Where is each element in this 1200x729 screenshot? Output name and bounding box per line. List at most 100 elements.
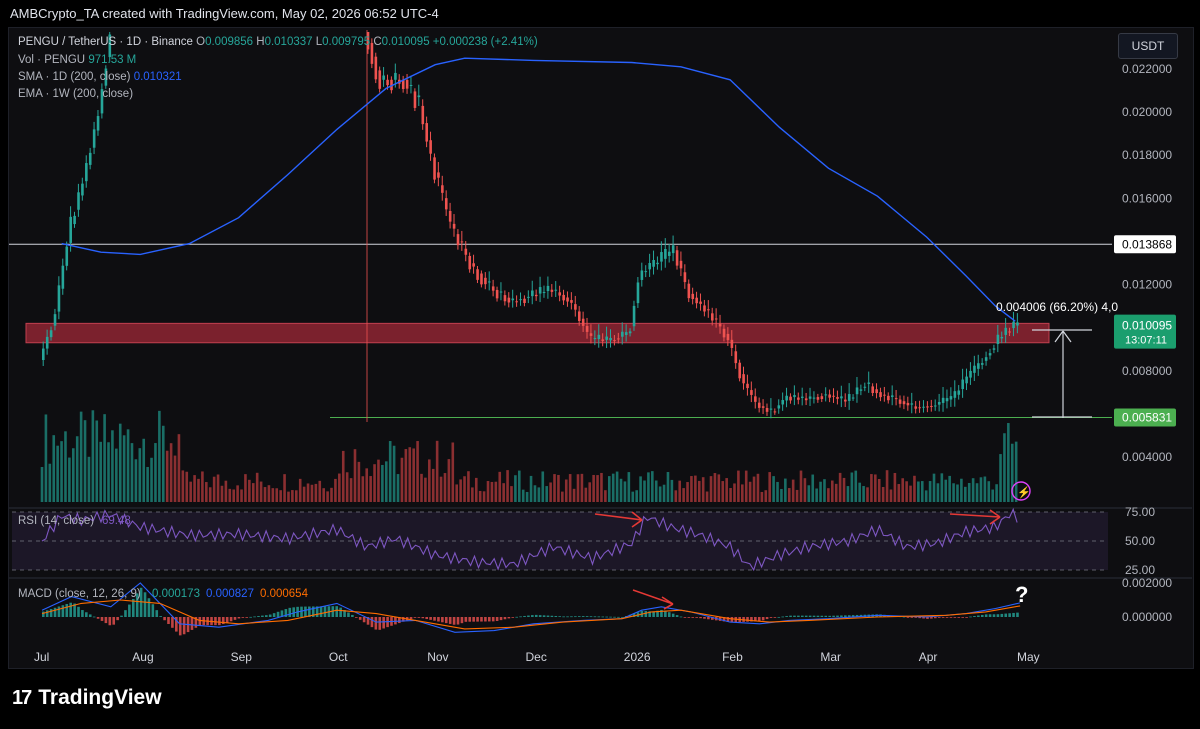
candle-body[interactable] [875, 389, 878, 394]
candle-body[interactable] [691, 293, 695, 300]
candle-body[interactable] [566, 297, 569, 302]
candle-body[interactable] [581, 318, 585, 326]
candle-body[interactable] [61, 265, 65, 289]
candle-body[interactable] [452, 223, 456, 229]
candle-body[interactable] [515, 301, 518, 303]
candle-body[interactable] [859, 389, 863, 391]
candle-body[interactable] [538, 287, 542, 294]
candle-body[interactable] [73, 215, 76, 225]
candle-body[interactable] [57, 285, 61, 312]
candle-body[interactable] [851, 397, 855, 399]
candle-body[interactable] [789, 396, 792, 401]
candle-body[interactable] [687, 283, 691, 299]
candle-body[interactable] [902, 401, 906, 405]
candle-body[interactable] [824, 394, 828, 396]
candle-body[interactable] [405, 79, 409, 89]
candle-body[interactable] [523, 298, 526, 303]
candle-body[interactable] [781, 400, 785, 405]
candle-body[interactable] [699, 301, 702, 304]
candle-body[interactable] [761, 406, 765, 408]
candle-body[interactable] [679, 260, 683, 269]
candle-body[interactable] [984, 357, 988, 361]
candle-body[interactable] [703, 305, 706, 312]
candle-body[interactable] [527, 296, 530, 298]
candle-body[interactable] [366, 32, 370, 50]
candle-body[interactable] [836, 397, 839, 399]
candle-body[interactable] [973, 365, 976, 373]
candle-body[interactable] [546, 285, 550, 291]
candle-body[interactable] [554, 289, 558, 291]
candle-body[interactable] [92, 129, 96, 148]
candle-body[interactable] [711, 313, 714, 321]
candle-body[interactable] [953, 391, 957, 398]
candle-body[interactable] [488, 281, 491, 283]
candle-body[interactable] [386, 79, 389, 86]
candle-body[interactable] [401, 79, 405, 89]
candle-body[interactable] [1000, 336, 1004, 339]
candle-body[interactable] [980, 363, 984, 365]
candle-body[interactable] [988, 353, 992, 356]
candle-body[interactable] [1004, 327, 1008, 335]
candle-body[interactable] [863, 386, 867, 388]
candle-body[interactable] [793, 395, 796, 398]
candle-body[interactable] [949, 396, 953, 400]
candle-body[interactable] [777, 405, 781, 409]
tradingview-logo[interactable]: 17 TradingView [12, 686, 162, 710]
candle-body[interactable] [601, 339, 605, 341]
candle-body[interactable] [104, 68, 108, 86]
candle-body[interactable] [1012, 321, 1015, 329]
candle-body[interactable] [108, 34, 112, 58]
candle-body[interactable] [558, 292, 562, 296]
candle-body[interactable] [85, 163, 88, 182]
candle-body[interactable] [503, 295, 507, 302]
candle-body[interactable] [648, 262, 652, 270]
candle-body[interactable] [996, 334, 1000, 345]
candle-body[interactable] [640, 270, 644, 280]
candle-body[interactable] [96, 116, 100, 131]
candle-body[interactable] [785, 395, 788, 401]
candle-body[interactable] [644, 271, 648, 273]
signal-line[interactable] [41, 599, 1021, 630]
candle-body[interactable] [883, 394, 886, 396]
candle-body[interactable] [49, 330, 53, 338]
candle-body[interactable] [589, 333, 593, 336]
candle-body[interactable] [507, 297, 511, 303]
candle-body[interactable] [597, 334, 601, 340]
candle-body[interactable] [617, 338, 620, 340]
candle-body[interactable] [88, 152, 92, 165]
candle-body[interactable] [476, 269, 479, 280]
candle-body[interactable] [867, 382, 871, 384]
candle-body[interactable] [413, 91, 417, 108]
candle-body[interactable] [570, 300, 573, 303]
candle-body[interactable] [100, 89, 104, 114]
candle-body[interactable] [918, 407, 921, 409]
candle-body[interactable] [734, 351, 738, 364]
candle-body[interactable] [722, 328, 726, 338]
candle-body[interactable] [992, 348, 996, 350]
candle-body[interactable] [965, 376, 968, 384]
candle-body[interactable] [542, 291, 546, 293]
candle-body[interactable] [746, 383, 749, 389]
candle-body[interactable] [718, 323, 722, 327]
candle-body[interactable] [738, 362, 741, 379]
candle-body[interactable] [937, 402, 941, 405]
candle-body[interactable] [675, 250, 679, 266]
candle-body[interactable] [890, 395, 894, 397]
candle-body[interactable] [511, 298, 515, 301]
candle-body[interactable] [804, 398, 808, 401]
candle-body[interactable] [671, 245, 675, 254]
candle-body[interactable] [922, 406, 925, 408]
candle-body[interactable] [750, 390, 753, 395]
chart-panel[interactable] [8, 27, 1194, 669]
lightning-icon[interactable] [1011, 481, 1031, 501]
candle-body[interactable] [820, 396, 824, 400]
candle-body[interactable] [941, 397, 945, 403]
sma-200-line[interactable] [61, 57, 1016, 322]
candle-body[interactable] [421, 105, 425, 125]
candle-body[interactable] [394, 72, 397, 80]
candle-body[interactable] [441, 185, 444, 193]
candle-body[interactable] [898, 399, 902, 404]
candle-body[interactable] [370, 42, 374, 64]
candle-body[interactable] [660, 252, 663, 262]
candle-body[interactable] [757, 402, 761, 408]
